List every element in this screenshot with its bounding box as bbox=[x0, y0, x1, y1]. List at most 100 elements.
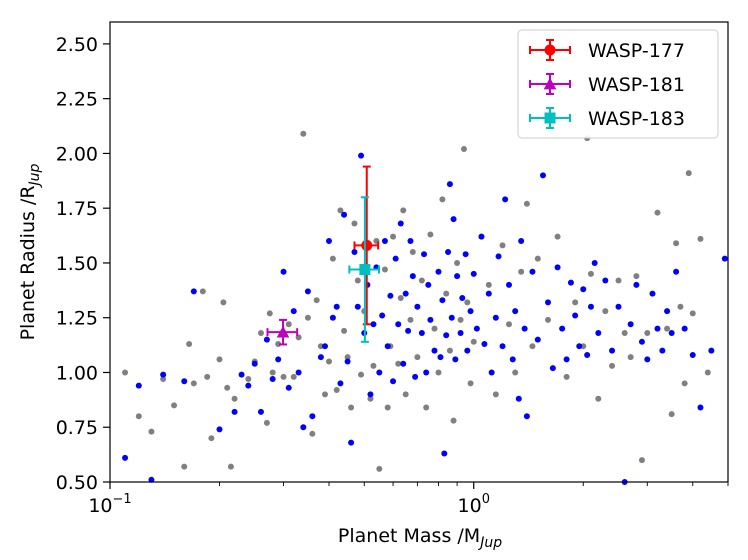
gray-point bbox=[443, 290, 450, 297]
x-tick-label: 10−1 bbox=[88, 492, 131, 517]
blue-point bbox=[190, 288, 197, 295]
legend-label-wasp-181: WASP-181 bbox=[588, 74, 685, 96]
blue-point bbox=[654, 325, 661, 332]
x-axis-label-sub: Jup bbox=[477, 535, 502, 551]
blue-point bbox=[689, 351, 696, 358]
gray-point bbox=[418, 277, 425, 284]
blue-point bbox=[304, 288, 311, 295]
blue-point bbox=[529, 268, 536, 275]
blue-point bbox=[122, 454, 129, 461]
gray-point bbox=[697, 235, 704, 242]
plot-frame bbox=[109, 21, 729, 483]
blue-point bbox=[467, 308, 474, 315]
gray-point bbox=[572, 299, 579, 306]
blue-point bbox=[485, 290, 492, 297]
gray-point bbox=[220, 299, 227, 306]
gray-point bbox=[529, 343, 536, 350]
gray-point bbox=[609, 362, 616, 369]
blue-point bbox=[400, 360, 407, 367]
blue-point bbox=[381, 238, 388, 245]
blue-point bbox=[512, 308, 519, 315]
gray-point bbox=[348, 404, 355, 411]
blue-point bbox=[554, 264, 561, 271]
blue-point bbox=[367, 391, 374, 398]
blue-point bbox=[649, 290, 656, 297]
gray-point bbox=[381, 266, 388, 273]
gray-point bbox=[390, 233, 397, 240]
gray-point bbox=[518, 268, 525, 275]
blue-point bbox=[392, 255, 399, 262]
blue-point bbox=[454, 273, 461, 280]
blue-point bbox=[659, 347, 666, 354]
blue-point bbox=[521, 325, 528, 332]
highlighted-planets bbox=[266, 165, 381, 346]
blue-point bbox=[251, 360, 258, 367]
gray-point bbox=[204, 373, 211, 380]
gray-point bbox=[269, 369, 276, 376]
blue-point bbox=[443, 332, 450, 339]
gray-point bbox=[454, 259, 461, 266]
blue-point bbox=[437, 354, 444, 361]
y-axis-label-main: Planet Radius /R bbox=[17, 185, 39, 340]
blue-point bbox=[495, 253, 502, 260]
blue-point bbox=[721, 255, 728, 262]
gray-point bbox=[329, 255, 336, 262]
blue-point bbox=[275, 356, 282, 363]
gray-point bbox=[313, 297, 320, 304]
blue-point bbox=[457, 330, 464, 337]
blue-point bbox=[321, 343, 328, 350]
gray-point bbox=[512, 369, 519, 376]
legend-item-wasp-181: WASP-181 bbox=[529, 73, 685, 96]
blue-point bbox=[337, 380, 344, 387]
blue-point bbox=[638, 338, 645, 345]
gray-point bbox=[344, 354, 351, 361]
blue-point bbox=[478, 233, 485, 240]
gray-point bbox=[397, 295, 404, 301]
gray-point bbox=[563, 373, 570, 380]
legend-wasp-181-marker bbox=[543, 77, 557, 90]
blue-point bbox=[595, 330, 602, 337]
gray-point bbox=[654, 209, 661, 216]
y-tick-label: 2.50 bbox=[56, 34, 98, 56]
blue-point bbox=[470, 270, 477, 277]
blue-point bbox=[499, 343, 506, 350]
blue-point bbox=[439, 297, 446, 304]
gray-point bbox=[263, 419, 270, 426]
blue-point bbox=[358, 152, 365, 159]
y-tick-label: 2.25 bbox=[56, 89, 98, 111]
blue-point bbox=[450, 216, 457, 223]
gray-point bbox=[704, 369, 711, 376]
legend-label-wasp-183: WASP-183 bbox=[588, 108, 685, 130]
gray-point bbox=[337, 207, 344, 214]
gray-point bbox=[431, 325, 438, 332]
gray-point bbox=[627, 354, 634, 361]
blue-point bbox=[263, 336, 270, 343]
blue-point bbox=[580, 286, 587, 293]
wasp-181-marker bbox=[276, 325, 290, 338]
blue-point bbox=[502, 196, 509, 203]
blue-point bbox=[387, 292, 394, 299]
blue-point bbox=[407, 238, 414, 245]
blue-point bbox=[576, 343, 583, 350]
blue-point bbox=[584, 351, 591, 358]
y-tick-label: 1.00 bbox=[56, 362, 98, 384]
blue-point bbox=[379, 312, 386, 319]
gray-point bbox=[280, 373, 287, 380]
legend-box bbox=[517, 29, 719, 139]
gray-point bbox=[376, 465, 383, 472]
gray-point bbox=[668, 411, 675, 418]
blue-point bbox=[351, 249, 358, 255]
gray-point bbox=[186, 341, 193, 347]
gray-point bbox=[435, 369, 442, 376]
legend: WASP-177 WASP-181 WASP-183 bbox=[517, 29, 719, 139]
blue-point bbox=[615, 303, 622, 310]
y-tick-label: 0.50 bbox=[56, 472, 98, 494]
gray-point bbox=[333, 387, 340, 393]
legend-item-wasp-183: WASP-183 bbox=[529, 107, 685, 130]
gray-point bbox=[231, 395, 238, 402]
blue-point bbox=[668, 330, 675, 337]
gray-point bbox=[400, 207, 407, 214]
blue-point bbox=[567, 279, 574, 286]
gray-point bbox=[370, 362, 377, 369]
blue-point bbox=[390, 378, 397, 385]
